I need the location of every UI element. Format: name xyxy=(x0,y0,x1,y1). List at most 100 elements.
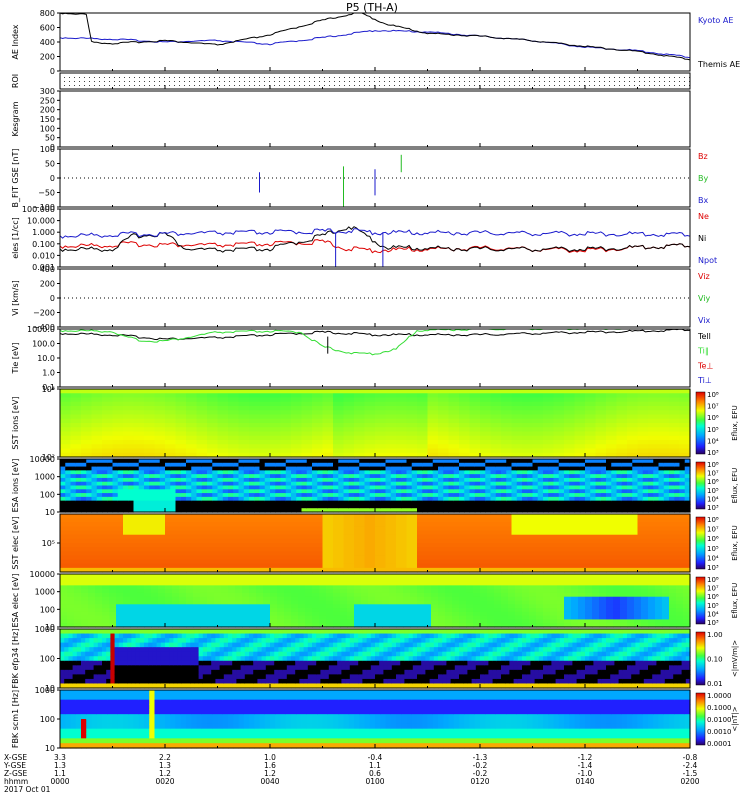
heatmap-cell xyxy=(411,470,418,475)
colorbar xyxy=(695,391,706,455)
heatmap-cell xyxy=(490,538,502,544)
heatmap-cell xyxy=(221,574,229,579)
heatmap-cell xyxy=(474,459,481,464)
heatmap-cell xyxy=(123,508,129,513)
heatmap-cell xyxy=(595,547,607,552)
heatmap-cell xyxy=(228,397,240,403)
heatmap-cell xyxy=(333,496,339,502)
roi-dot xyxy=(654,81,655,82)
heatmap-cell xyxy=(427,477,434,483)
heatmap-cell xyxy=(175,474,182,479)
heatmap-cell xyxy=(669,427,681,433)
heatmap-cell xyxy=(75,504,82,509)
roi-dot xyxy=(619,85,620,86)
heatmap-cell xyxy=(469,414,481,420)
heatmap-cell xyxy=(464,496,471,502)
ytick-label: 10000 xyxy=(30,455,55,464)
heatmap-cell xyxy=(679,397,691,403)
heatmap-cell xyxy=(459,543,471,548)
heatmap-cell xyxy=(312,485,318,490)
heatmap-cell xyxy=(438,574,446,579)
heatmap-cell xyxy=(648,500,654,506)
heatmap-cell xyxy=(243,459,250,464)
ytick-label: 10² xyxy=(42,453,55,462)
heatmap-cell xyxy=(637,518,649,523)
heatmap-cell xyxy=(590,504,597,509)
heatmap-cell xyxy=(291,489,297,494)
heatmap-cell xyxy=(170,481,177,487)
heatmap-cell xyxy=(553,414,565,420)
heatmap-cell xyxy=(228,559,240,565)
roi-dot xyxy=(64,85,65,86)
heatmap-cell xyxy=(453,477,460,483)
heatmap-cell xyxy=(410,623,418,628)
ytick-label: 0.010 xyxy=(32,251,55,260)
heatmap-cell xyxy=(249,555,261,561)
heatmap-cell xyxy=(632,466,639,471)
heatmap-cell xyxy=(637,522,649,528)
heatmap-cell xyxy=(679,518,691,523)
heatmap-cell xyxy=(637,423,649,428)
heatmap-cell xyxy=(343,410,355,416)
heatmap-cell xyxy=(175,555,187,561)
heatmap-cell xyxy=(663,459,670,464)
heatmap-cell xyxy=(291,608,299,613)
heatmap-cell xyxy=(401,500,408,506)
heatmap-cell xyxy=(511,496,518,502)
heatmap-cell xyxy=(154,493,161,498)
heatmap-cell xyxy=(564,530,576,536)
heatmap-cell xyxy=(207,592,215,598)
heatmap-cell xyxy=(585,474,591,479)
heatmap-cell xyxy=(600,508,607,513)
heatmap-cell xyxy=(138,459,145,464)
heatmap-cell xyxy=(123,389,135,394)
heatmap-cell xyxy=(574,466,581,471)
heatmap-cell xyxy=(175,514,187,519)
roi-dot xyxy=(144,85,145,86)
heatmap-cell xyxy=(448,393,460,399)
heatmap-cell xyxy=(275,493,282,498)
heatmap-cell xyxy=(154,440,166,445)
heatmap-cell xyxy=(679,393,691,399)
heatmap-cell xyxy=(123,551,135,557)
heatmap-cell xyxy=(648,563,660,569)
heatmap-cell xyxy=(448,481,455,487)
heatmap-cell xyxy=(70,418,82,424)
roi-dot xyxy=(574,81,575,82)
roi-dot xyxy=(654,85,655,86)
roi-dot xyxy=(149,85,150,86)
heatmap-cell xyxy=(501,559,513,565)
heatmap-cell xyxy=(590,470,597,475)
heatmap-cell xyxy=(396,389,408,394)
heatmap-cell xyxy=(473,589,481,594)
heatmap-cell xyxy=(375,522,387,528)
heatmap-cell xyxy=(658,444,670,450)
heatmap-cell xyxy=(327,466,334,471)
heatmap-cell xyxy=(516,459,523,464)
heatmap-cell xyxy=(453,485,460,490)
heatmap-cell xyxy=(333,547,345,552)
heatmap-cell xyxy=(191,466,198,471)
heatmap-cell xyxy=(432,481,439,487)
roi-dot xyxy=(244,81,245,82)
heatmap-cell xyxy=(186,623,194,628)
heatmap-cell xyxy=(532,423,544,428)
heatmap-cell xyxy=(501,474,507,479)
heatmap-cell xyxy=(333,585,341,590)
heatmap-cell xyxy=(123,477,129,483)
heatmap-cell xyxy=(109,581,117,586)
heatmap-cell xyxy=(312,481,318,487)
heatmap-cell xyxy=(648,547,660,552)
heatmap-cell xyxy=(175,414,187,420)
heatmap-cell xyxy=(424,619,432,624)
heatmap-cell xyxy=(553,530,565,536)
heatmap-cell xyxy=(88,574,96,579)
heatmap-cell xyxy=(396,600,404,605)
roi-dot xyxy=(589,81,590,82)
heatmap-cell xyxy=(301,406,313,411)
heatmap-cell xyxy=(385,518,397,523)
heatmap-cell xyxy=(298,600,306,605)
heatmap-cell xyxy=(154,410,166,416)
heatmap-cell xyxy=(375,623,383,628)
heatmap-cell xyxy=(280,508,287,513)
